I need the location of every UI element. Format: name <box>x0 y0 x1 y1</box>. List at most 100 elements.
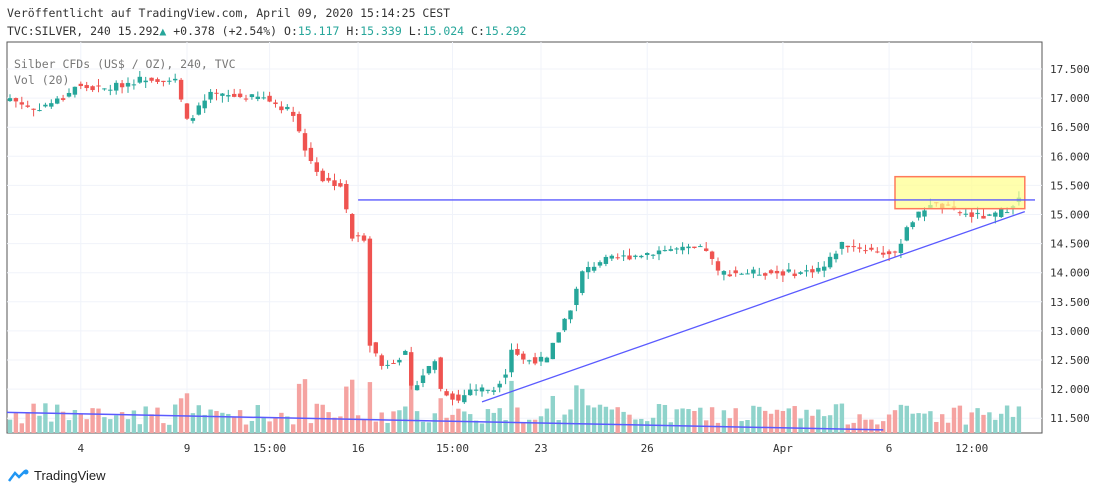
candle-body <box>37 110 42 112</box>
high-value: 15.339 <box>360 24 402 38</box>
volume-bar <box>373 421 378 433</box>
volume-bar <box>898 404 904 433</box>
candle-body <box>285 106 290 110</box>
candle-body <box>355 235 361 237</box>
volume-bar <box>957 405 963 433</box>
volume-bar <box>450 414 455 433</box>
y-tick-label: 11.500 <box>1050 412 1090 425</box>
volume-bar <box>503 419 508 433</box>
candle-body <box>373 342 378 354</box>
volume-bar <box>279 412 284 433</box>
volume-bar <box>243 424 249 433</box>
volume-bar <box>78 414 83 433</box>
y-tick-label: 17.000 <box>1050 92 1090 105</box>
candle-body <box>391 362 396 364</box>
volume-bar <box>786 408 791 433</box>
volume-bar <box>72 410 78 433</box>
y-tick-label: 14.000 <box>1050 267 1090 280</box>
volume-bar <box>609 409 614 433</box>
volume-bar <box>202 414 207 433</box>
candle-body <box>226 95 231 97</box>
volume-bar <box>851 422 856 433</box>
candle-body <box>515 349 520 355</box>
y-tick-label: 12.000 <box>1050 383 1090 396</box>
candle-body <box>167 80 172 82</box>
candle-body <box>639 255 644 258</box>
candle-body <box>975 212 980 214</box>
candle-body <box>509 349 514 373</box>
candle-body <box>757 274 762 276</box>
x-tick-label: Apr <box>773 442 793 455</box>
volume-bar <box>125 419 131 433</box>
volume-bar <box>550 395 555 433</box>
candle-body <box>833 253 839 260</box>
volume-bar <box>591 407 597 433</box>
volume-bar <box>367 382 373 433</box>
volume-bar <box>485 409 491 433</box>
volume-bar <box>25 412 30 433</box>
volume-bar <box>993 419 998 433</box>
y-tick-label: 15.000 <box>1050 209 1090 222</box>
candle-body <box>751 269 756 274</box>
x-tick-label: 26 <box>641 442 654 455</box>
candle-body <box>296 113 302 132</box>
candle-body <box>674 248 679 250</box>
candle-body <box>255 96 260 100</box>
candle-body <box>609 255 614 259</box>
volume-bar <box>916 413 921 433</box>
candle-body <box>521 353 526 360</box>
candle-body <box>810 269 815 273</box>
volume-bar <box>344 386 349 433</box>
volume-bar <box>951 407 957 433</box>
candle-body <box>727 274 732 277</box>
x-tick-label: 15:00 <box>253 442 286 455</box>
volume-bar <box>692 410 697 433</box>
plot-area <box>6 41 1043 434</box>
candle-body <box>232 93 237 97</box>
candle-body <box>733 270 738 274</box>
candle-body <box>497 383 502 388</box>
volume-bar <box>60 411 66 433</box>
candle-body <box>804 270 809 272</box>
candle-body <box>491 390 496 392</box>
candle-body <box>503 374 508 378</box>
candle-body <box>987 214 992 216</box>
volume-bar <box>114 415 119 433</box>
volume-bar <box>237 410 243 433</box>
volume-bar <box>444 417 449 433</box>
volume-bar <box>556 420 561 433</box>
volume-bar <box>137 424 142 433</box>
candle-body <box>580 271 585 293</box>
candle-body <box>302 133 308 151</box>
candle-body <box>886 251 892 255</box>
volume-bar <box>869 419 874 433</box>
volume-bar <box>208 409 213 433</box>
tradingview-logo[interactable]: TradingView <box>8 468 106 483</box>
volume-bar <box>96 408 101 433</box>
candle-body <box>308 147 314 162</box>
candle-body <box>456 394 461 401</box>
candle-body <box>763 273 768 276</box>
volume-bar <box>780 410 786 433</box>
candle-body <box>214 92 219 94</box>
candle-body <box>957 212 963 214</box>
candle-body <box>816 267 821 272</box>
volume-bar <box>792 406 797 433</box>
candle-body <box>780 271 786 276</box>
candle-body <box>161 80 166 83</box>
candle-body <box>243 98 249 100</box>
close-label: C: <box>471 24 485 38</box>
volume-bar <box>190 413 196 433</box>
candle-body <box>739 273 744 275</box>
volume-bar <box>473 420 479 433</box>
volume-bar <box>757 406 762 433</box>
x-tick-label: 9 <box>184 442 191 455</box>
candle-body <box>149 77 154 81</box>
candle-body <box>633 255 638 257</box>
volume-bar <box>857 414 862 433</box>
volume-bar <box>220 412 225 433</box>
candle-body <box>881 252 886 255</box>
candle-body <box>119 83 125 88</box>
candle-body <box>96 85 101 87</box>
